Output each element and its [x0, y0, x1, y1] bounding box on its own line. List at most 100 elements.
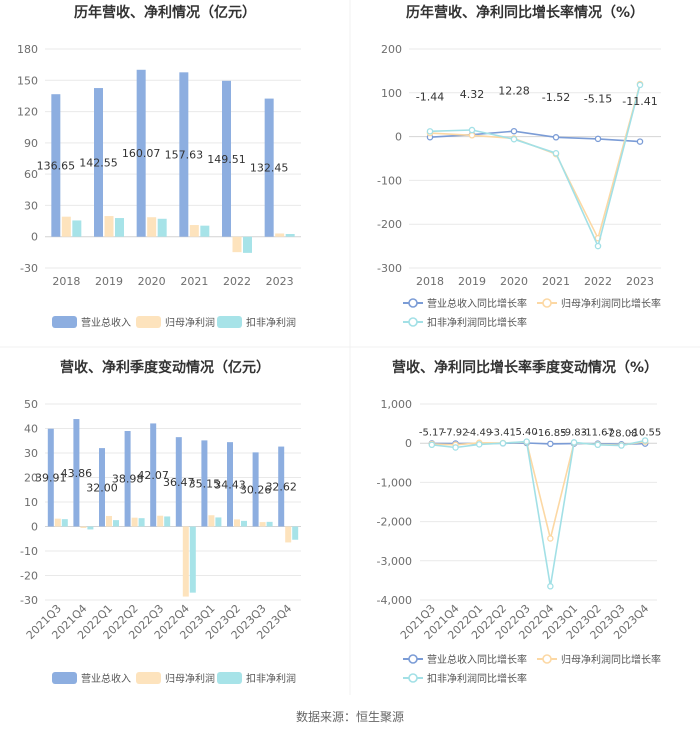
- deducted-net-profit-growth-line: [431, 439, 646, 587]
- revenue-growth-label: -28.08: [605, 428, 637, 439]
- revenue-bar: [124, 430, 131, 527]
- revenue-bar: [94, 88, 103, 237]
- legend-item-revenue: 营业总收入同比增长率: [403, 297, 527, 310]
- y-tick-label: 200: [381, 43, 402, 56]
- net-profit-bar: [182, 526, 189, 597]
- deducted-net-profit-bar: [157, 218, 167, 237]
- net-profit-bar: [208, 515, 215, 527]
- x-tick-label: 2023: [266, 275, 294, 288]
- x-tick-label: 2019: [95, 275, 123, 288]
- deducted-net-profit-growth-point: [475, 441, 483, 448]
- deducted-net-profit-growth-point: [641, 437, 649, 444]
- y-tick-label: 50: [24, 398, 38, 411]
- legend-label: 营业总收入: [81, 672, 131, 685]
- data-source-note: 数据来源：恒生聚源: [296, 709, 404, 724]
- legend-swatch: [217, 672, 242, 684]
- deducted-net-profit-growth-point: [452, 444, 459, 451]
- deducted-net-profit-bar: [138, 518, 145, 527]
- y-tick-label: -20: [20, 570, 38, 583]
- revenue-growth-point: [594, 135, 602, 143]
- deducted-net-profit-bar: [266, 521, 273, 527]
- legend-item-net-profit: 归母净利润同比增长率: [537, 653, 661, 666]
- legend-label: 归母净利润同比增长率: [561, 653, 661, 666]
- revenue-bar: [252, 452, 259, 527]
- y-tick-label: 1,000: [381, 398, 413, 411]
- legend-label: 营业总收入同比增长率: [427, 297, 527, 310]
- revenue-value-label: 132.45: [250, 162, 289, 175]
- net-profit-bar: [61, 216, 71, 237]
- y-tick-label: -30: [20, 594, 38, 607]
- revenue-growth-point: [510, 127, 518, 135]
- revenue-growth-label: -9.83: [561, 428, 587, 439]
- revenue-growth-label: -4.49: [466, 427, 492, 438]
- chart-2: 历年营收、净利同比增长率情况（%） 200 100 0 -100 -200 -300 2018…: [377, 4, 661, 329]
- legend-item-net-profit: 归母净利润: [136, 316, 215, 329]
- legend-swatch: [217, 316, 242, 328]
- revenue-bar: [175, 437, 182, 527]
- revenue-growth-point: [636, 138, 644, 145]
- deducted-net-profit-growth-point: [523, 438, 530, 445]
- y-tick-label: 20: [24, 472, 38, 485]
- revenue-bar: [278, 446, 285, 527]
- deducted-net-profit-growth-point: [499, 439, 507, 447]
- net-profit-bar: [157, 515, 164, 527]
- deducted-net-profit-bar: [241, 520, 247, 527]
- net-profit-bar: [106, 515, 112, 527]
- legend-item-deducted-net-profit: 扣非净利润: [217, 316, 296, 329]
- revenue-value-label: 149.51: [207, 153, 246, 166]
- legend-item-revenue: 营业总收入同比增长率: [403, 653, 527, 666]
- revenue-value-label: 35.15: [189, 477, 221, 490]
- y-tick-label: -300: [377, 262, 402, 275]
- y-tick-label: 0: [405, 437, 412, 450]
- x-tick-label: 2019: [458, 275, 486, 288]
- y-tick-label: -10: [20, 545, 38, 558]
- net-profit-bar: [285, 526, 292, 543]
- y-tick-label: 30: [24, 199, 38, 212]
- deducted-net-profit-bar: [113, 520, 119, 527]
- y-tick-label: 90: [24, 137, 38, 150]
- revenue-bar: [227, 442, 233, 527]
- chart-1: 历年营收、净利情况（亿元） 180 150 120 90 60 30 0 -30 2018 2019…: [17, 4, 301, 329]
- deducted-net-profit-growth-point: [594, 242, 602, 250]
- deducted-net-profit-growth-point: [570, 439, 578, 446]
- revenue-growth-label: -1.44: [416, 91, 444, 104]
- legend-label: 扣非净利润: [246, 316, 296, 329]
- deducted-net-profit-bar: [61, 519, 68, 527]
- deducted-net-profit-bar: [215, 517, 222, 527]
- y-tick-label: -1,000: [377, 476, 412, 489]
- y-tick-label: -4,000: [377, 594, 412, 607]
- deducted-net-profit-growth-point: [510, 135, 518, 143]
- legend-item-revenue: 营业总收入: [52, 672, 131, 685]
- y-tick-label: 10: [24, 496, 38, 509]
- y-tick-label: -2,000: [377, 516, 412, 529]
- legend-swatch: [52, 672, 77, 684]
- x-tick-label: 2021: [542, 275, 570, 288]
- legend-label: 营业总收入同比增长率: [427, 653, 527, 666]
- legend-circle-symbol: [408, 317, 418, 327]
- legend-item-revenue: 营业总收入: [52, 316, 131, 329]
- legend-label: 营业总收入: [81, 316, 131, 329]
- y-tick-label: -30: [20, 262, 38, 275]
- revenue-value-label: 136.65: [37, 159, 76, 172]
- legend-label: 归母净利润同比增长率: [561, 297, 661, 310]
- deducted-net-profit-bar: [292, 526, 299, 540]
- x-tick-label: 2022: [584, 275, 612, 288]
- revenue-bar: [201, 440, 208, 527]
- deducted-net-profit-bar: [87, 526, 94, 530]
- x-tick-label: 2023: [626, 275, 654, 288]
- deducted-net-profit-growth-point: [618, 442, 625, 449]
- revenue-growth-label: 12.28: [498, 85, 530, 98]
- deducted-net-profit-bar: [72, 220, 82, 237]
- legend-circle-symbol: [408, 298, 418, 308]
- y-tick-label: -3,000: [377, 555, 412, 568]
- revenue-value-label: 157.63: [165, 149, 204, 162]
- revenue-growth-label: -3.41: [490, 427, 516, 438]
- deducted-net-profit-growth-point: [428, 441, 436, 449]
- net-profit-growth-line: [429, 83, 641, 241]
- revenue-growth-label: -5.17: [419, 427, 445, 438]
- revenue-growth-label: -16.85: [534, 428, 566, 439]
- legend-item-net-profit: 归母净利润同比增长率: [537, 297, 661, 310]
- revenue-value-label: 42.07: [137, 469, 169, 482]
- revenue-growth-label: -1.52: [542, 91, 570, 104]
